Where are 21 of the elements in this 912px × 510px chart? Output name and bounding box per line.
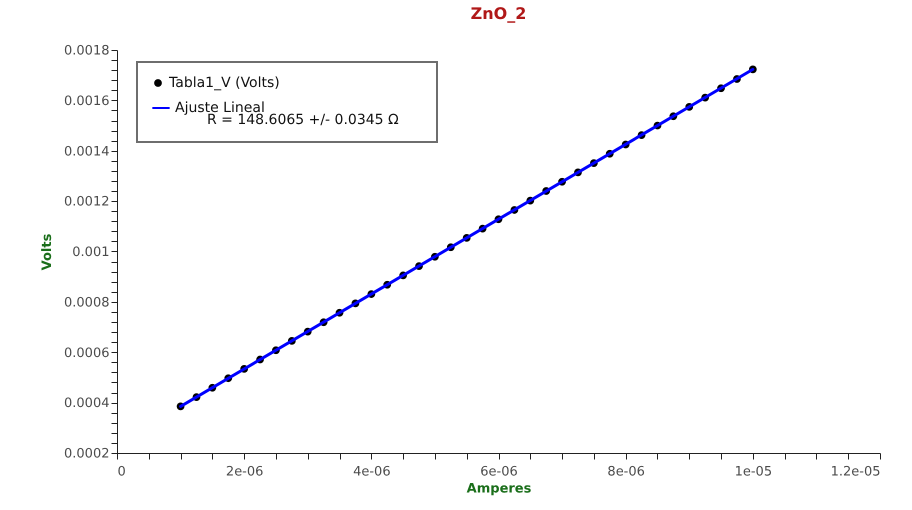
x-tick-label: 0: [118, 464, 126, 480]
x-tick-label: 1.2e-05: [830, 464, 880, 480]
x-axis-title: Amperes: [466, 482, 532, 496]
annotation: R = 148.6065 +/- 0.0345 Ω: [207, 112, 399, 128]
x-tick-label: 8e-06: [607, 464, 645, 480]
y-tick-label: 0.0018: [64, 44, 110, 58]
legend-label: Tabla1_V (Volts): [168, 75, 280, 91]
x-tick-label: 4e-06: [353, 464, 391, 480]
y-tick-label: 0.001: [72, 245, 110, 260]
x-tick-label: 6e-06: [480, 464, 518, 480]
y-axis-title: Volts: [40, 233, 56, 270]
y-tick-label: 0.0006: [64, 346, 110, 361]
y-tick-label: 0.0002: [64, 446, 110, 462]
y-tick-label: 0.0008: [64, 295, 110, 310]
y-tick-label: 0.0004: [64, 396, 110, 412]
y-tick-label: 0.0012: [64, 194, 110, 210]
x-tick-label: 1e-05: [734, 464, 772, 480]
y-tick-label: 0.0016: [64, 94, 110, 109]
y-tick-label: 0.0014: [64, 144, 110, 160]
x-tick-label: 2e-06: [226, 464, 264, 480]
chart-title: ZnO_2: [470, 4, 526, 23]
